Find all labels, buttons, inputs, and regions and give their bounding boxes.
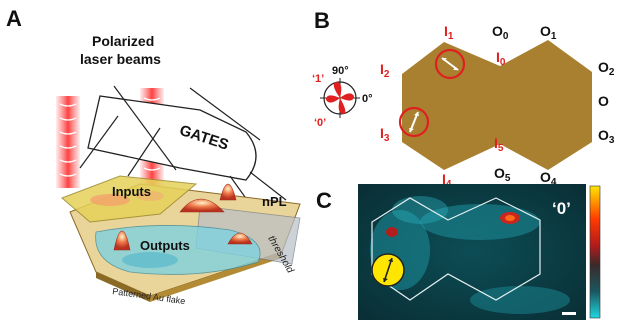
polarization-legend: 90° 0° ‘1’ ‘0’: [312, 65, 373, 129]
hotspot-upper-left: [386, 227, 398, 237]
input-indicator-i3: [398, 106, 430, 138]
label-o2: O2: [598, 59, 615, 78]
label-o5: O5: [494, 165, 511, 184]
panel-a-title-line2: laser beams: [80, 51, 161, 67]
laser-beam-left: [56, 96, 80, 188]
scale-bar: [562, 312, 576, 315]
outputs-label: Outputs: [140, 238, 190, 253]
logic-0-label: ‘0’: [314, 117, 326, 129]
angle-0-label: 0°: [362, 93, 373, 105]
input-peak-wide: [179, 198, 225, 213]
input-peak-tall: [219, 183, 237, 201]
angle-90-label: 90°: [332, 65, 349, 77]
label-o1: O1: [540, 23, 557, 42]
panel-b: B 90° 0° ‘1’ ‘0’ I1 I0 I2 I3: [312, 8, 615, 190]
panel-a-letter: A: [6, 6, 22, 31]
label-i1: I1: [444, 23, 454, 42]
label-i0: I0: [496, 49, 506, 68]
result-label: ‘0’: [552, 199, 571, 218]
output-peak-right: [227, 232, 253, 245]
logic-1-label: ‘1’: [312, 73, 324, 85]
npl-label: nPL: [262, 194, 287, 209]
polar-pattern-icon: [326, 82, 354, 114]
label-i5: I5: [494, 135, 504, 154]
label-o3: O3: [598, 127, 615, 146]
au-flake-shape: [402, 40, 592, 170]
label-o4: O4: [540, 169, 557, 188]
label-o0: O0: [492, 23, 509, 42]
colorbar: [589, 185, 601, 319]
panel-c-letter: C: [316, 188, 332, 213]
laser-beam-left-polarization: [59, 103, 77, 177]
panel-c: C ‘0’: [316, 184, 601, 320]
panel-b-letter: B: [314, 8, 330, 33]
panel-a: A Polarized laser beams GATES Patterned …: [6, 6, 301, 306]
inputs-label: Inputs: [112, 184, 151, 199]
input-indicator-i1: [434, 48, 466, 80]
output-peak-left: [113, 230, 131, 251]
label-i2: I2: [380, 61, 390, 80]
label-i3: I3: [380, 125, 390, 144]
label-o: O: [598, 93, 609, 109]
flake-outline: [371, 197, 541, 301]
panel-a-title-line1: Polarized: [92, 33, 154, 49]
